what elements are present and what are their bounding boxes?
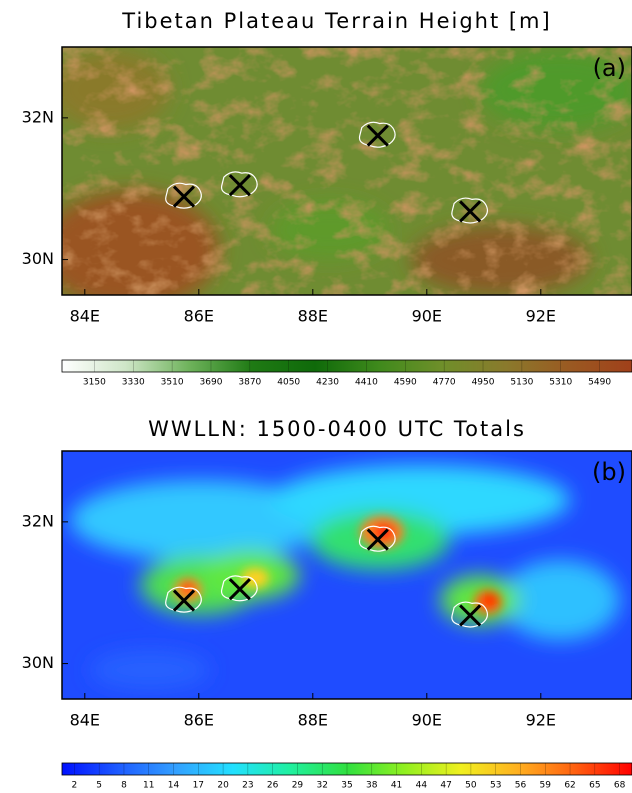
colorbar-label: 4230 — [316, 378, 339, 388]
x-tick-label: 86E — [184, 307, 214, 326]
colorbar-label: 35 — [341, 781, 352, 791]
colorbar-label: 5310 — [549, 378, 572, 388]
colorbar-label: 38 — [366, 781, 378, 791]
site-marker — [172, 185, 196, 208]
site-marker — [172, 589, 196, 612]
x-tick-label: 84E — [70, 711, 100, 730]
site-marker — [459, 200, 482, 223]
colorbar-label: 8 — [121, 781, 127, 791]
panel-label: (a) — [593, 54, 626, 82]
panel-title: WWLLN: 1500-0400 UTC Totals — [148, 417, 526, 441]
colorbar-label: 65 — [589, 781, 600, 791]
colorbar-label: 26 — [267, 781, 279, 791]
map-frame — [61, 450, 632, 700]
contour-outline — [165, 586, 202, 613]
colorbar-label: 4410 — [355, 378, 378, 388]
contour-outline — [165, 182, 202, 209]
x-tick-label: 90E — [412, 711, 442, 730]
colorbar-label: 59 — [540, 781, 552, 791]
colorbar-label: 4950 — [472, 378, 495, 388]
colorbar-label: 5490 — [588, 378, 611, 388]
colorbar-label: 3330 — [122, 378, 145, 388]
colorbar-label: 5130 — [510, 378, 533, 388]
colorbar-label: 2 — [72, 781, 78, 791]
y-tick-label: 32N — [22, 511, 54, 530]
site-marker — [459, 604, 482, 627]
colorbar — [61, 359, 632, 373]
panel-label: (b) — [592, 458, 626, 486]
colorbar-label: 68 — [614, 781, 626, 791]
y-tick-label: 30N — [22, 653, 54, 672]
colorbar-label: 50 — [465, 781, 477, 791]
colorbar-label: 20 — [217, 781, 229, 791]
colorbar-label: 62 — [564, 781, 575, 791]
colorbar-label: 41 — [391, 781, 402, 791]
colorbar-label: 56 — [515, 781, 527, 791]
x-tick-label: 92E — [526, 711, 556, 730]
colorbar-label: 23 — [242, 781, 253, 791]
x-tick-label: 86E — [184, 711, 214, 730]
panel-title: Tibetan Plateau Terrain Height [m] — [121, 9, 551, 33]
colorbar-label: 53 — [490, 781, 501, 791]
colorbar-label: 4590 — [394, 378, 417, 388]
colorbar-label: 3510 — [161, 378, 184, 388]
colorbar-label: 11 — [143, 781, 154, 791]
site-marker — [366, 124, 389, 147]
x-tick-label: 84E — [70, 307, 100, 326]
terrain-field — [62, 47, 632, 295]
colorbar-label: 3150 — [83, 378, 106, 388]
site-marker — [228, 174, 251, 197]
colorbar-label: 5 — [96, 781, 102, 791]
contour-outline — [358, 121, 396, 148]
site-marker — [228, 578, 251, 601]
colorbar-label: 3870 — [238, 378, 261, 388]
contour-outline — [220, 171, 258, 198]
colorbar-label: 29 — [292, 781, 304, 791]
x-tick-label: 88E — [298, 307, 328, 326]
colorbar-label: 4050 — [277, 378, 300, 388]
y-tick-label: 30N — [22, 249, 54, 268]
colorbar-label: 47 — [440, 781, 451, 791]
colorbar-label: 17 — [193, 781, 204, 791]
y-tick-label: 32N — [22, 107, 54, 126]
colorbar-label: 14 — [168, 781, 180, 791]
contour-outline — [220, 575, 258, 602]
lightning-field — [62, 451, 632, 699]
site-marker — [366, 528, 389, 551]
contour-outline — [358, 525, 396, 552]
colorbar-label: 32 — [316, 781, 327, 791]
contour-outline — [451, 601, 489, 628]
colorbar-label: 3690 — [200, 378, 223, 388]
contour-outline — [451, 197, 489, 224]
x-tick-label: 90E — [412, 307, 442, 326]
x-tick-label: 92E — [526, 307, 556, 326]
colorbar-label: 44 — [416, 781, 428, 791]
colorbar-label: 4770 — [433, 378, 456, 388]
map-frame — [61, 46, 632, 296]
x-tick-label: 88E — [298, 711, 328, 730]
